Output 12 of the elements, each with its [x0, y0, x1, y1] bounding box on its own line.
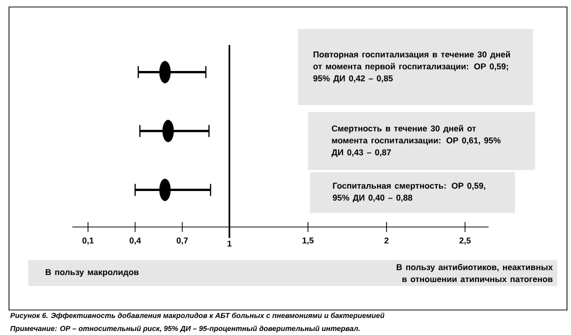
x-tick-label: 0,7 — [176, 238, 188, 245]
text: В пользу антибиотиков, неактивных в отношении атипичных патогенов — [396, 264, 553, 282]
x-tick-label: 2,5 — [459, 238, 471, 245]
x-tick-label: 0,4 — [130, 238, 141, 245]
x-tick-label: 2 — [384, 238, 389, 244]
text: В пользу макролидов — [46, 269, 139, 277]
annotation: Госпитальная смертность: ОР 0,59, 95% ДИ 0,40 – 0,88 — [332, 182, 486, 202]
annotation: Смертность в течение 30 дней от момента госпитализации: ОР 0,61, 95% ДИ 0,43 – 0,87 — [332, 125, 501, 157]
x-tick-label: 0,1 — [82, 238, 94, 245]
annotation: Повторная госпитализация в течение 30 дней от момента первой госпитализации: ОР 0,59; 95% ДИ 0,42 – 0,85 — [313, 51, 510, 83]
x-tick-label: 1,5 — [302, 238, 314, 245]
x-tick-label: 1 — [228, 240, 232, 247]
